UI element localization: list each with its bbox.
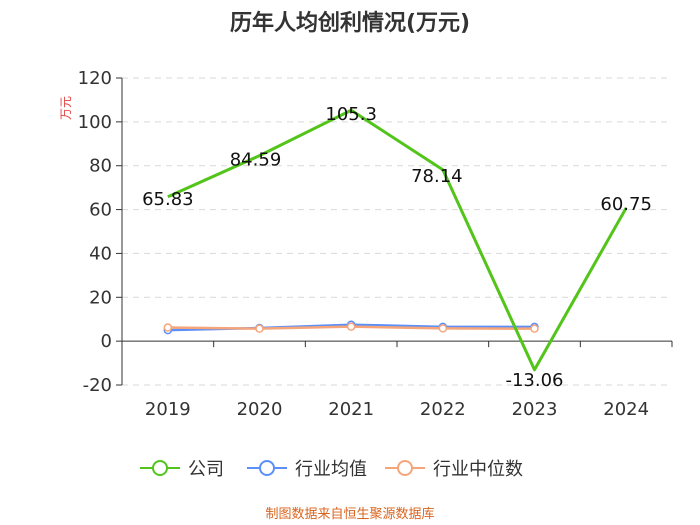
x-tick-label: 2024: [603, 399, 649, 420]
y-tick-label: 40: [89, 243, 112, 264]
series: [163, 108, 628, 372]
series-point: [438, 324, 448, 333]
y-tick-label: 100: [78, 112, 112, 133]
y-tick-label: 0: [101, 331, 112, 352]
x-tick-label: 2020: [237, 399, 283, 420]
legend-marker: [152, 460, 168, 476]
y-tick-label: 120: [78, 68, 112, 89]
x-tick-label: 2021: [328, 399, 374, 420]
series-point: [346, 322, 356, 331]
legend-label: 行业均值: [295, 459, 367, 480]
series-point: [163, 323, 173, 332]
legend-label: 行业中位数: [433, 459, 523, 480]
legend-label: 公司: [188, 459, 224, 480]
x-tick-label: 2019: [145, 399, 191, 420]
y-tick-label: -20: [83, 375, 112, 396]
data-label: 65.83: [142, 189, 194, 210]
series-line-0: [167, 108, 628, 372]
legend-item-2[interactable]: 行业中位数: [385, 459, 523, 480]
data-label: 84.59: [230, 150, 282, 171]
legend-item-1[interactable]: 行业均值: [247, 459, 367, 480]
y-tick-label: 80: [89, 156, 112, 177]
legend-marker: [397, 460, 413, 476]
series-point: [530, 324, 539, 333]
data-labels: 65.83 84.59 105.3 78.14 -13.06 60.75: [142, 104, 652, 391]
axes: -20 0 20 40 60 80 100 120 2019 2020 2021 2022 2023 20…: [78, 68, 673, 420]
x-tick-label: 2022: [420, 399, 466, 420]
series-point: [255, 324, 264, 333]
data-label: 60.75: [600, 194, 652, 215]
chart-title: 历年人均创利情况(万元): [230, 10, 470, 36]
x-tick-label: 2023: [512, 399, 558, 420]
data-label: -13.06: [505, 370, 563, 391]
legend-marker: [259, 460, 275, 476]
data-label: 78.14: [411, 166, 463, 187]
legend-item-0[interactable]: 公司: [140, 459, 224, 480]
data-source: 制图数据来自恒生聚源数据库: [265, 506, 434, 522]
y-tick-label: 20: [89, 287, 112, 308]
y-axis-unit: 万元: [59, 96, 73, 120]
grid: [122, 77, 672, 386]
data-label: 105.3: [325, 104, 377, 125]
y-tick-label: 60: [89, 200, 112, 221]
legend[interactable]: 公司 行业均值 行业中位数: [140, 459, 523, 480]
